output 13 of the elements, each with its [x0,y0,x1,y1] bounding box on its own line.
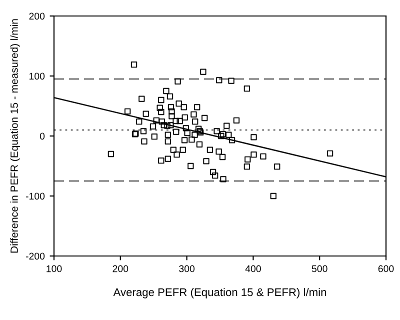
x-tick-label: 100 [46,265,62,272]
x-tick-label: 600 [378,265,394,272]
x-tick-label: 500 [312,265,328,272]
x-tick-label: 200 [112,265,128,272]
y-axis-title: Difference in PEFR (Equation 15 - measured) l/min [10,19,20,253]
x-axis-title: Average PEFR (Equation 15 & PEFR) l/min [113,288,326,298]
y-tick-label: 100 [29,72,45,80]
y-tick-label: -100 [26,192,45,200]
y-tick-label: -200 [26,252,45,260]
x-tick-label: 300 [179,265,195,272]
x-tick-label: 400 [245,265,261,272]
y-tick-label: 200 [29,12,45,20]
y-tick-label: 0 [40,132,45,140]
